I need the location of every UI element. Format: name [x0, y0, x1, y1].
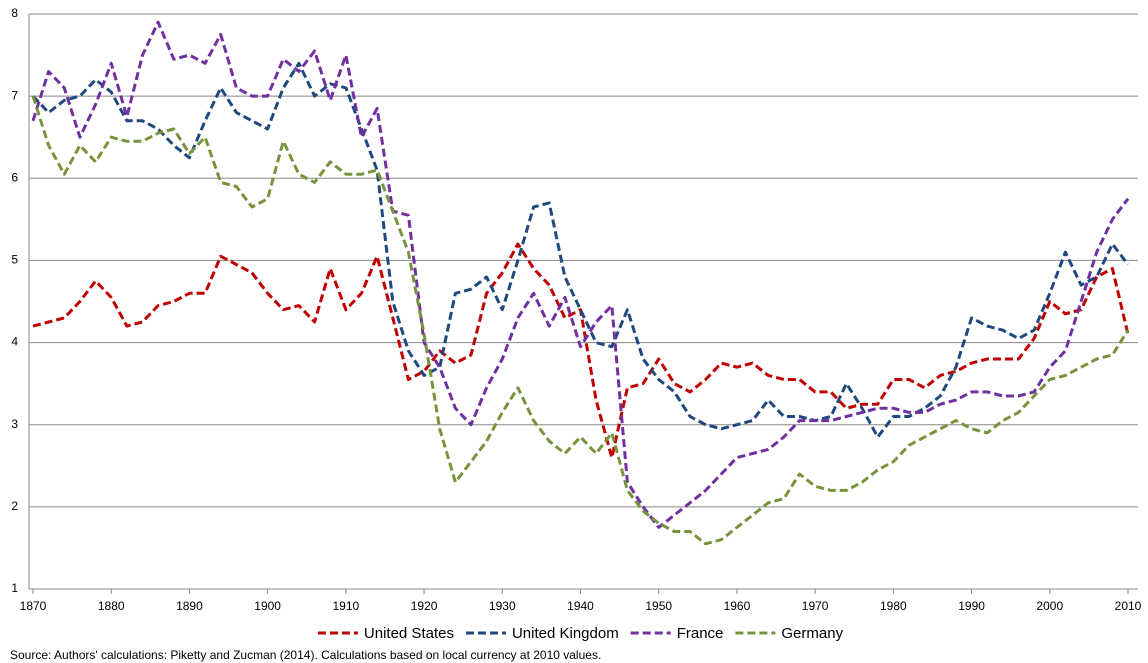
- x-tick-label: 1940: [567, 599, 594, 613]
- y-tick-label: 2: [11, 499, 18, 513]
- y-tick-label: 4: [11, 335, 18, 349]
- x-tick-label: 1970: [802, 599, 829, 613]
- x-tick-label: 1990: [958, 599, 985, 613]
- series-line: [31, 95, 1130, 546]
- source-note: Source: Authors' calculations: Piketty a…: [10, 648, 601, 662]
- x-tick-label: 1870: [20, 599, 47, 613]
- y-tick-label: 6: [11, 170, 18, 184]
- x-tick-label: 1960: [724, 599, 751, 613]
- x-tick-label: 1890: [176, 599, 203, 613]
- series-line: [31, 61, 1130, 439]
- y-tick-label: 1: [11, 581, 18, 595]
- y-tick-label: 8: [11, 6, 18, 20]
- y-tick-label: 5: [11, 253, 18, 267]
- legend-label: France: [677, 625, 724, 642]
- legend-label: United States: [364, 625, 454, 642]
- legend-label: United Kingdom: [512, 625, 619, 642]
- x-tick-label: 1980: [880, 599, 907, 613]
- series-line: [32, 242, 1130, 460]
- x-tick-label: 2010: [1115, 599, 1142, 613]
- x-tick-label: 2000: [1036, 599, 1063, 613]
- x-tick-label: 1930: [489, 599, 516, 613]
- y-tick-label: 3: [11, 417, 18, 431]
- y-tick-label: 7: [11, 88, 18, 102]
- x-tick-label: 1900: [254, 599, 281, 613]
- x-tick-label: 1950: [645, 599, 672, 613]
- x-tick-label: 1910: [333, 599, 360, 613]
- x-tick-label: 1880: [98, 599, 125, 613]
- x-tick-label: 1920: [411, 599, 438, 613]
- series-line: [31, 20, 1130, 529]
- legend-label: Germany: [781, 625, 843, 642]
